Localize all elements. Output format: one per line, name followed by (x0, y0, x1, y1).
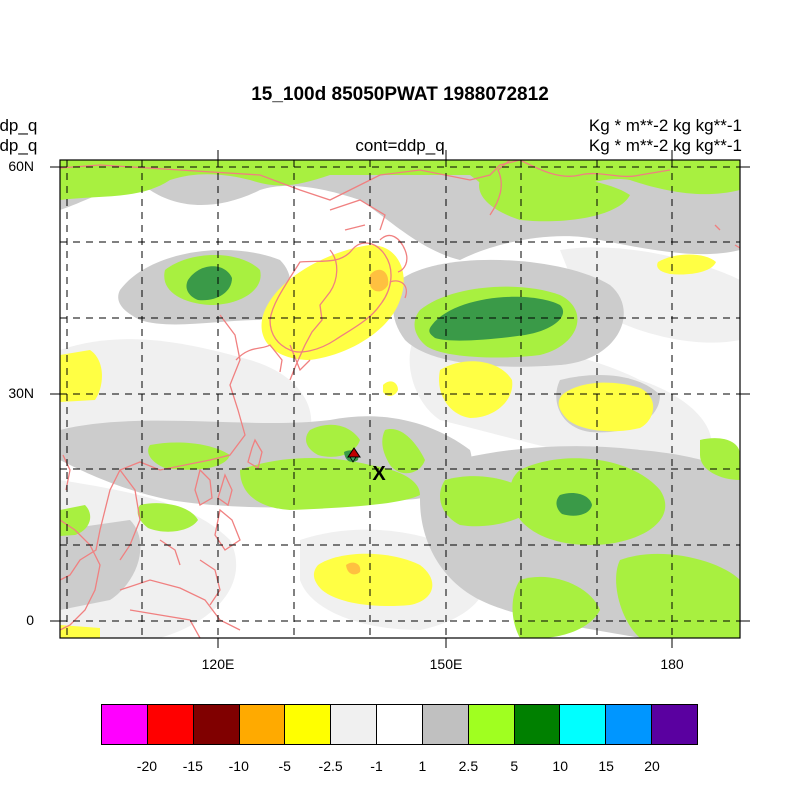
coastlines (60, 160, 740, 638)
colorbar-swatch (606, 705, 653, 744)
colorbar-swatch (193, 705, 240, 744)
colorbar-swatch (652, 705, 697, 744)
colorbar-swatch (468, 705, 515, 744)
colorbar-label: 2.5 (458, 758, 479, 774)
colorbar-swatch (377, 705, 423, 744)
colorbar-swatch (422, 705, 469, 744)
colorbar-swatch (514, 705, 561, 744)
center-label: cont=ddp_q (355, 136, 445, 155)
colorbar-label: 20 (644, 758, 660, 774)
colorbar-label: -15 (182, 758, 203, 774)
colorbar-label: -1 (370, 758, 383, 774)
colorbar-label: -20 (136, 758, 158, 774)
colorbar-label: -2.5 (318, 758, 343, 774)
x-tick-label-150e: 150E (429, 656, 463, 672)
colorbar (101, 704, 698, 745)
grid-lines (60, 160, 740, 638)
right-label-1: Kg * m**-2 kg kg**-1 (588, 116, 742, 135)
colorbar-swatch (331, 705, 378, 744)
colorbar-label: -5 (278, 758, 291, 774)
y-tick-label-0: 0 (26, 612, 34, 628)
left-label-1: ddp_q (0, 116, 38, 135)
colorbar-label: -10 (228, 758, 249, 774)
diamond-marker-icon (349, 456, 357, 463)
colorbar-label: 10 (552, 758, 568, 774)
colorbar-swatch (560, 705, 607, 744)
right-label-2: Kg * m**-2 kg kg**-1 (588, 136, 742, 155)
colorbar-label: 5 (510, 758, 519, 774)
y-tick-label-60n: 60N (8, 158, 34, 174)
x-tick-label-120e: 120E (201, 656, 235, 672)
colorbar-label: 1 (418, 758, 427, 774)
plot-title: 15_100d 85050PWAT 1988072812 (251, 84, 549, 105)
left-label-2: ddp_q (0, 136, 38, 155)
colorbar-swatch (285, 705, 332, 744)
plot-frame (59, 159, 741, 639)
y-tick-label-30n: 30N (8, 385, 34, 401)
colorbar-label: 15 (598, 758, 614, 774)
x-marker: X (372, 463, 386, 485)
colorbar-swatch (147, 705, 194, 744)
colorbar-swatch (102, 705, 148, 744)
axis-ticks (50, 150, 750, 648)
x-tick-label-180: 180 (660, 656, 684, 672)
colorbar-swatch (239, 705, 286, 744)
field-contours (60, 160, 740, 638)
